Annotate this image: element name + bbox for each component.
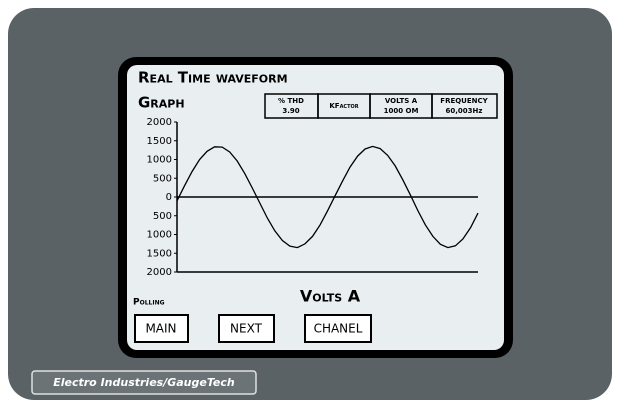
next-button[interactable] — [218, 314, 275, 343]
y-tick-label: 1500 — [147, 136, 172, 147]
buttons: MAIN NEXT CHANEL — [134, 314, 372, 343]
next-button-label[interactable]: NEXT — [230, 322, 263, 336]
brand-box — [31, 370, 257, 395]
readout-label: VOLTS A — [385, 97, 418, 105]
readout-box — [431, 93, 498, 119]
readout-value: 3.90 — [282, 107, 299, 115]
readout-label: KFactor — [329, 102, 358, 110]
screen-title: Real Time waveform — [138, 69, 288, 87]
chanel-button-label[interactable]: CHANEL — [314, 322, 363, 336]
readout-label: % THD — [278, 97, 304, 105]
readout-value: 60,003Hz — [446, 107, 483, 115]
main-button-label[interactable]: MAIN — [145, 322, 176, 336]
readout-label: FREQUENCY — [440, 97, 488, 105]
chanel-button[interactable] — [304, 314, 372, 343]
plot: 2000 1500 1000 500 0 500 1000 1500 2000 — [147, 117, 479, 278]
y-tick-label: 1500 — [147, 248, 172, 259]
readout-value: 1000 OM — [384, 107, 419, 115]
screen-subtitle: Graph — [138, 94, 185, 112]
y-tick-label: 2000 — [147, 117, 172, 128]
readouts: % THD 3.90 KFactor VOLTS A 1000 OM FREQU… — [264, 93, 498, 119]
screen — [127, 65, 504, 350]
status: Polling — [133, 298, 165, 308]
y-tick-label: 500 — [153, 173, 172, 184]
chart-title: Volts A — [300, 287, 361, 306]
y-tick-label: 2000 — [147, 267, 172, 278]
y-tick-label: 1000 — [147, 155, 172, 166]
y-tick-label: 500 — [153, 211, 172, 222]
brand: Electro Industries/GaugeTech — [53, 376, 235, 389]
y-tick-label: 1000 — [147, 230, 172, 241]
main-button[interactable] — [134, 314, 189, 343]
y-tick-label: 0 — [166, 192, 172, 203]
waveform — [176, 145, 479, 249]
